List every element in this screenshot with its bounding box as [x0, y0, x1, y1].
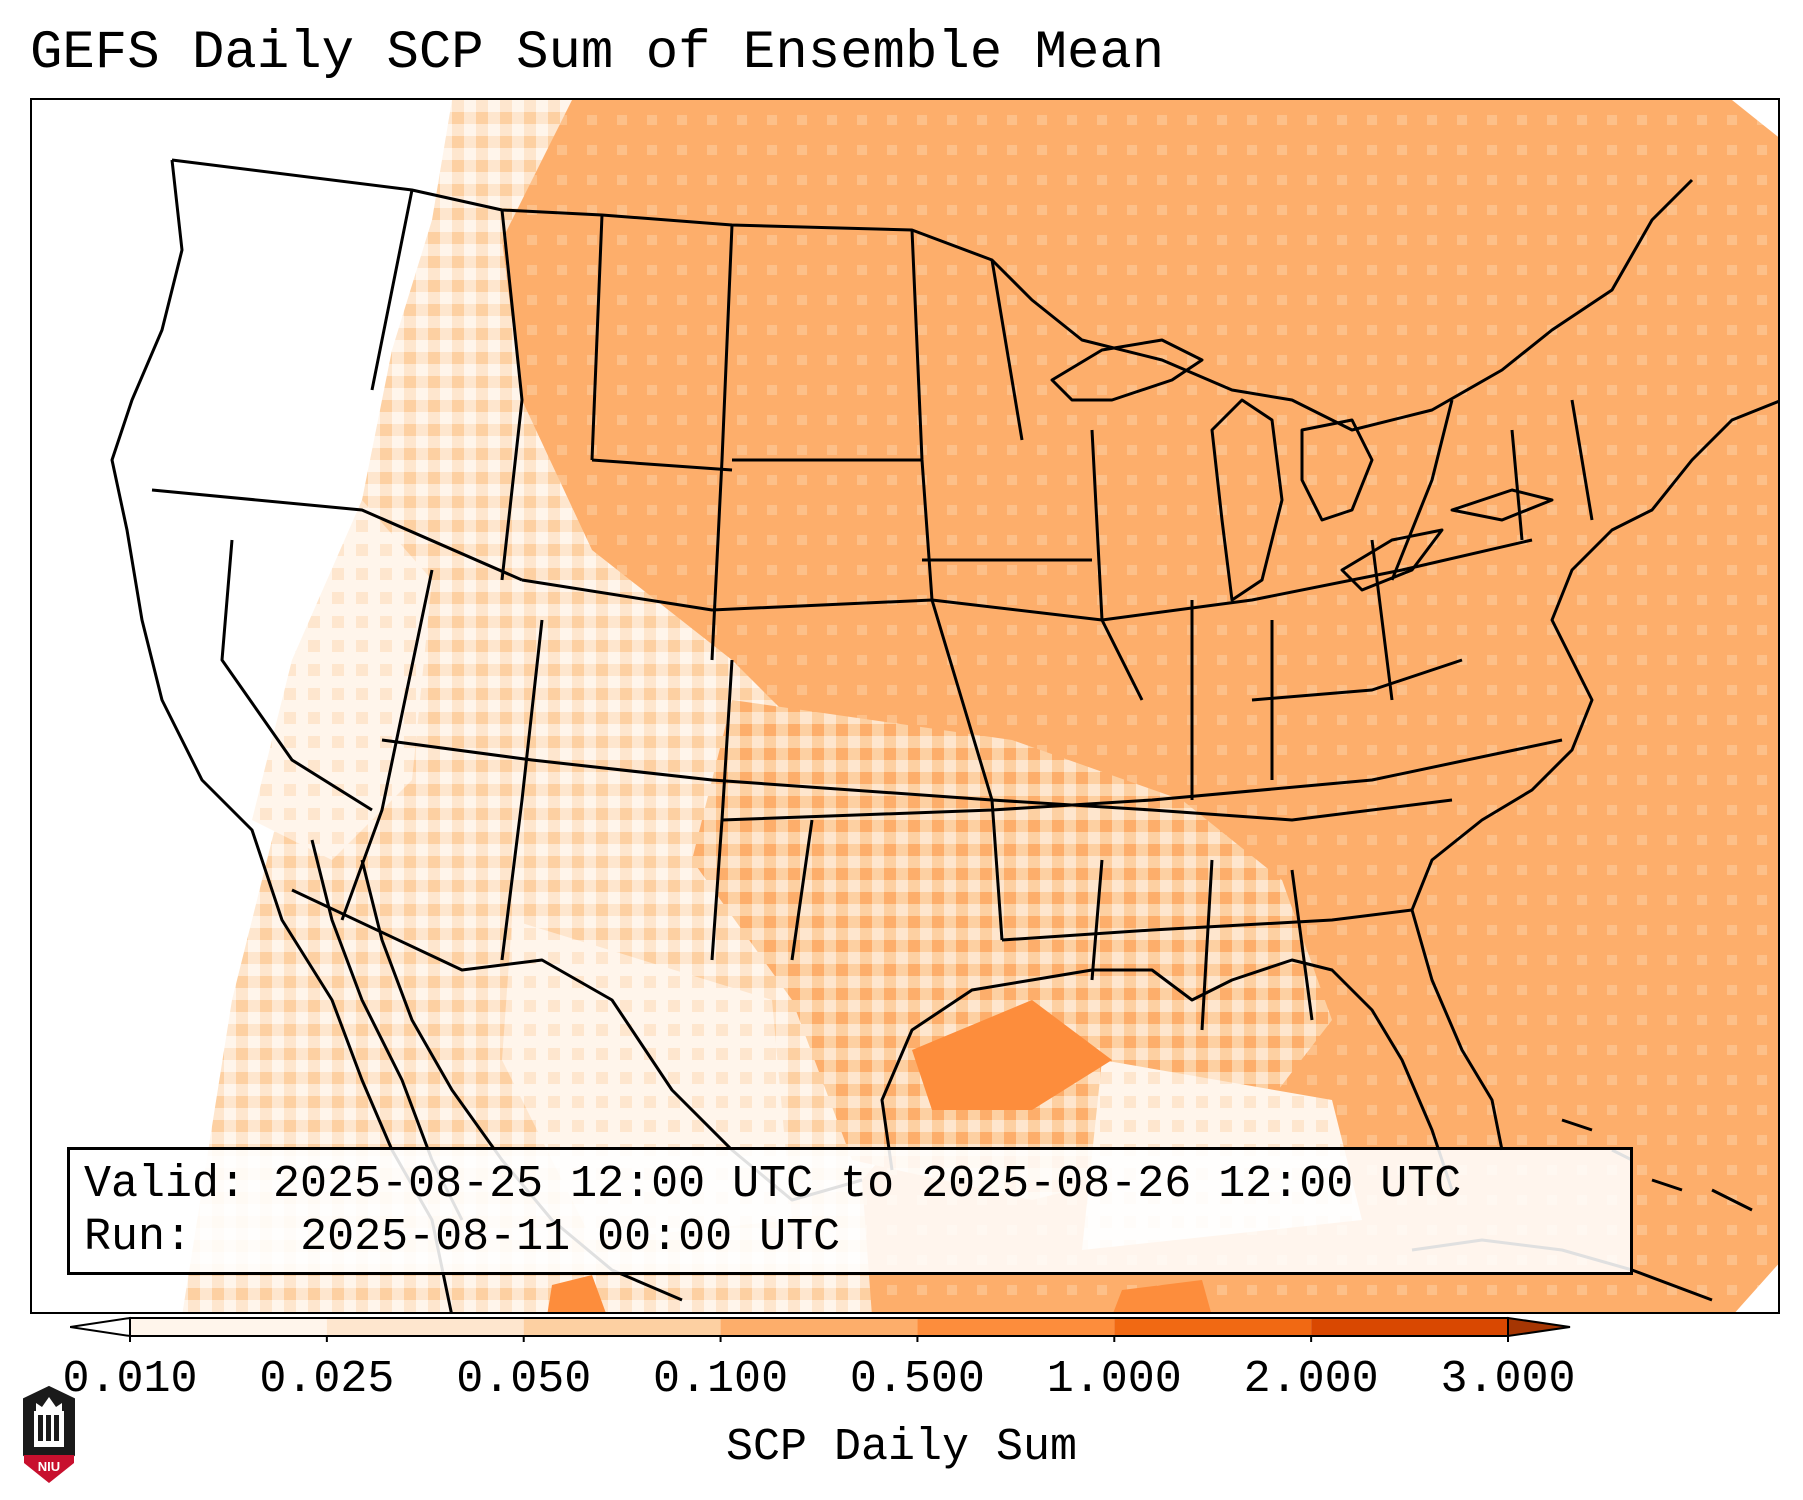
colorbar-segment [1114, 1318, 1312, 1336]
colorbar-tick-label: 0.010 [62, 1354, 198, 1405]
colorbar-frame [129, 1317, 1509, 1337]
colorbar-segment [720, 1318, 918, 1336]
run-label: Run: [84, 1212, 193, 1263]
colorbar-segment [1311, 1318, 1508, 1336]
valid-time-range: 2025-08-25 12:00 UTC to 2025-08-26 12:00… [273, 1159, 1462, 1210]
colorbar-tick-label: 0.500 [849, 1354, 985, 1405]
logo-text: NIU [38, 1459, 60, 1474]
valid-label: Valid: [84, 1159, 247, 1210]
colorbar-segment [130, 1318, 327, 1336]
colorbar-tick-label: 0.100 [653, 1354, 789, 1405]
colorbar [70, 1316, 1571, 1342]
map-title: GEFS Daily SCP Sum of Ensemble Mean [30, 23, 1165, 84]
colorbar-tick-label: 3.000 [1440, 1354, 1576, 1405]
colorbar-segment [917, 1318, 1115, 1336]
colorbar-label: SCP Daily Sum [725, 1422, 1078, 1473]
run-time: 2025-08-11 00:00 UTC [300, 1212, 841, 1263]
scp-shading [32, 100, 1778, 1312]
colorbar-tick-label: 0.025 [259, 1354, 395, 1405]
colorbar-segment [326, 1318, 524, 1336]
colorbar-under-extension [70, 1316, 131, 1338]
valid-run-infobox: Valid: 2025-08-25 12:00 UTC to 2025-08-2… [67, 1147, 1633, 1275]
colorbar-over-extension [1507, 1316, 1571, 1338]
scp-field-map [32, 100, 1778, 1312]
colorbar-tick-label: 1.000 [1046, 1354, 1182, 1405]
colorbar-segment [523, 1318, 721, 1336]
niu-logo: NIU [23, 1385, 75, 1483]
colorbar-tick-label: 0.050 [456, 1354, 592, 1405]
map-panel [30, 98, 1780, 1314]
colorbar-tick-label: 2.000 [1243, 1354, 1379, 1405]
